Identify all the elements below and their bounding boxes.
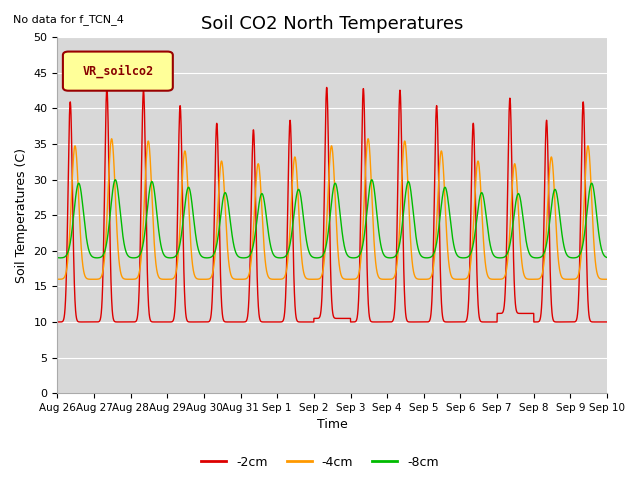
-8cm <box>111 177 119 182</box>
Title: Soil CO2 North Temperatures: Soil CO2 North Temperatures <box>201 15 463 33</box>
-8cm <box>603 254 611 260</box>
-2cm <box>396 90 403 96</box>
Line: -8cm: -8cm <box>58 180 607 258</box>
-2cm <box>207 313 214 319</box>
Line: -4cm: -4cm <box>58 139 607 279</box>
-2cm <box>603 319 611 325</box>
-8cm <box>603 254 611 260</box>
-2cm <box>551 319 559 325</box>
Text: No data for f_TCN_4: No data for f_TCN_4 <box>13 14 124 25</box>
Y-axis label: Soil Temperatures (C): Soil Temperatures (C) <box>15 148 28 283</box>
X-axis label: Time: Time <box>317 419 348 432</box>
-2cm <box>323 84 331 90</box>
-4cm <box>108 136 115 142</box>
-8cm <box>172 253 179 259</box>
-4cm <box>207 275 215 280</box>
-8cm <box>207 254 215 260</box>
Line: -2cm: -2cm <box>58 87 607 322</box>
-4cm <box>603 276 611 282</box>
-4cm <box>603 276 611 282</box>
FancyBboxPatch shape <box>63 51 173 91</box>
-8cm <box>54 255 61 261</box>
-2cm <box>231 319 239 325</box>
-2cm <box>172 303 179 309</box>
-4cm <box>386 276 394 282</box>
Legend: -2cm, -4cm, -8cm: -2cm, -4cm, -8cm <box>196 451 444 474</box>
-4cm <box>54 276 61 282</box>
-8cm <box>386 255 394 261</box>
-4cm <box>551 204 559 209</box>
-2cm <box>54 319 61 325</box>
-8cm <box>396 241 403 247</box>
-4cm <box>172 272 179 278</box>
-2cm <box>386 319 394 325</box>
-2cm <box>603 319 611 325</box>
-4cm <box>396 224 403 230</box>
-8cm <box>551 187 559 192</box>
-4cm <box>236 276 244 282</box>
Text: VR_soilco2: VR_soilco2 <box>82 64 154 78</box>
-8cm <box>240 255 248 261</box>
